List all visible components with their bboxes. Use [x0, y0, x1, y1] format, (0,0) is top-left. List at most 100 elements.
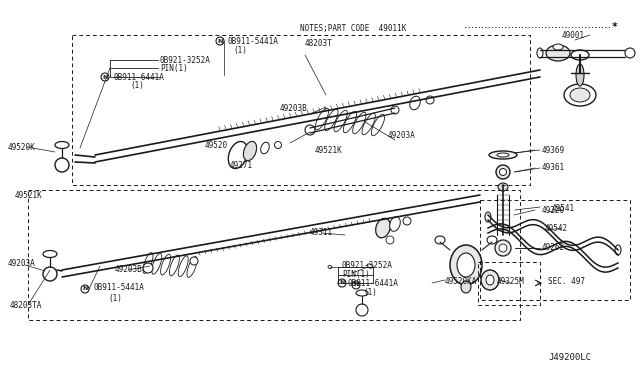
Circle shape [305, 125, 315, 135]
Text: (1): (1) [108, 294, 122, 302]
Text: 49520: 49520 [205, 141, 228, 150]
Ellipse shape [461, 281, 471, 293]
Ellipse shape [487, 236, 497, 244]
Circle shape [386, 236, 394, 244]
Ellipse shape [390, 217, 400, 231]
Text: N: N [83, 286, 88, 292]
Circle shape [403, 217, 411, 225]
Circle shape [495, 240, 511, 256]
Text: 0B911-6441A: 0B911-6441A [113, 73, 164, 81]
Ellipse shape [615, 245, 621, 255]
Text: 49542: 49542 [545, 224, 568, 232]
Text: (1): (1) [363, 288, 377, 296]
Circle shape [55, 158, 69, 172]
Text: 49220: 49220 [542, 205, 565, 215]
Circle shape [356, 304, 368, 316]
Ellipse shape [353, 112, 366, 134]
Ellipse shape [497, 153, 509, 157]
Circle shape [101, 73, 109, 81]
Text: NOTES;PART CODE  49011K: NOTES;PART CODE 49011K [300, 23, 406, 32]
Ellipse shape [334, 110, 348, 132]
Circle shape [352, 281, 360, 289]
Circle shape [216, 37, 224, 45]
Text: *: * [612, 22, 617, 32]
Text: 48203TA: 48203TA [10, 301, 42, 310]
Ellipse shape [498, 183, 508, 191]
Ellipse shape [485, 212, 491, 222]
Text: N: N [339, 280, 345, 285]
Circle shape [338, 279, 346, 287]
Ellipse shape [362, 113, 375, 135]
Circle shape [625, 48, 635, 58]
Text: 48203T: 48203T [305, 38, 333, 48]
Text: PIN(1): PIN(1) [342, 269, 370, 279]
Circle shape [43, 267, 57, 281]
Text: *: * [613, 22, 618, 32]
Ellipse shape [367, 264, 373, 268]
Ellipse shape [450, 245, 482, 285]
Ellipse shape [496, 165, 510, 179]
Ellipse shape [55, 141, 69, 148]
Text: N: N [218, 38, 223, 44]
Ellipse shape [243, 141, 257, 161]
Ellipse shape [546, 45, 570, 61]
Ellipse shape [481, 270, 499, 290]
Text: 49203B: 49203B [115, 266, 143, 275]
Text: 0B921-3252A: 0B921-3252A [342, 260, 393, 269]
Text: 49271: 49271 [230, 160, 253, 170]
Circle shape [391, 106, 399, 114]
Ellipse shape [343, 111, 356, 133]
Text: SEC. 497: SEC. 497 [548, 278, 585, 286]
Text: (1): (1) [130, 80, 144, 90]
Ellipse shape [43, 250, 57, 257]
Ellipse shape [371, 114, 385, 136]
Text: 49521K: 49521K [315, 145, 343, 154]
Text: J49200LC: J49200LC [548, 353, 591, 362]
Text: 0B921-3252A: 0B921-3252A [160, 55, 211, 64]
Text: 0B911-5441A: 0B911-5441A [93, 283, 144, 292]
Text: 49262: 49262 [542, 244, 565, 253]
Ellipse shape [260, 142, 269, 154]
Text: 49325M: 49325M [497, 278, 525, 286]
Ellipse shape [187, 257, 197, 278]
Ellipse shape [564, 84, 596, 106]
Ellipse shape [435, 236, 445, 244]
Text: N: N [353, 282, 358, 288]
Ellipse shape [161, 254, 171, 275]
Text: 49203B: 49203B [280, 103, 308, 112]
Circle shape [190, 257, 198, 265]
Text: 49203A: 49203A [388, 131, 416, 140]
Circle shape [81, 285, 89, 293]
Ellipse shape [537, 48, 543, 58]
Ellipse shape [328, 266, 332, 269]
Ellipse shape [571, 50, 589, 60]
Text: 49203A: 49203A [8, 259, 36, 267]
Ellipse shape [570, 88, 590, 102]
Text: 49311: 49311 [310, 228, 333, 237]
Ellipse shape [489, 151, 517, 159]
Ellipse shape [499, 169, 506, 176]
Ellipse shape [410, 96, 420, 110]
Ellipse shape [316, 108, 329, 130]
Circle shape [499, 244, 507, 252]
Ellipse shape [143, 253, 153, 273]
Ellipse shape [457, 253, 475, 277]
Text: PIN(1): PIN(1) [160, 64, 188, 73]
Text: 49521K: 49521K [15, 190, 43, 199]
Circle shape [143, 263, 153, 273]
Text: 49520K: 49520K [8, 142, 36, 151]
Text: 49001: 49001 [562, 31, 585, 39]
Ellipse shape [376, 218, 390, 238]
Text: 49520KA: 49520KA [445, 278, 477, 286]
Ellipse shape [178, 256, 188, 277]
Ellipse shape [553, 44, 563, 50]
Text: N: N [102, 74, 108, 80]
Ellipse shape [324, 109, 338, 131]
Text: 49541: 49541 [552, 203, 575, 212]
Text: 49361: 49361 [542, 163, 565, 171]
Circle shape [275, 141, 282, 148]
Ellipse shape [576, 64, 584, 86]
Circle shape [426, 96, 434, 104]
Text: 0B911-6441A: 0B911-6441A [348, 279, 399, 288]
Ellipse shape [152, 253, 162, 274]
